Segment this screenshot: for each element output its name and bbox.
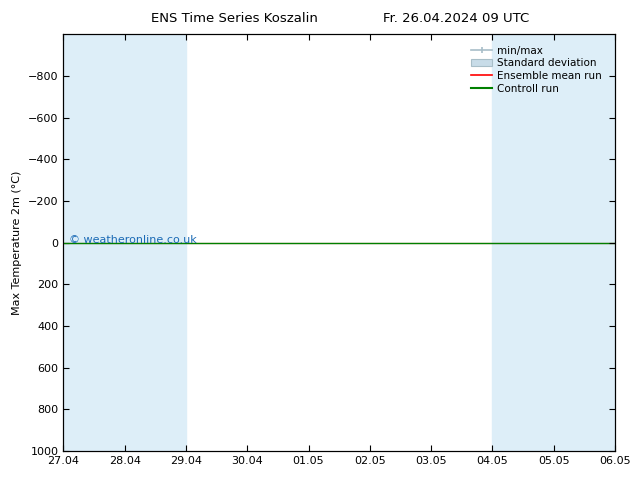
Text: © weatheronline.co.uk: © weatheronline.co.uk — [69, 236, 197, 245]
Text: ENS Time Series Koszalin: ENS Time Series Koszalin — [151, 12, 318, 25]
Legend: min/max, Standard deviation, Ensemble mean run, Controll run: min/max, Standard deviation, Ensemble me… — [469, 44, 604, 96]
Bar — [63, 34, 186, 451]
Text: Fr. 26.04.2024 09 UTC: Fr. 26.04.2024 09 UTC — [384, 12, 529, 25]
Y-axis label: Max Temperature 2m (°C): Max Temperature 2m (°C) — [13, 171, 22, 315]
Bar — [493, 34, 615, 451]
Bar — [615, 34, 634, 451]
